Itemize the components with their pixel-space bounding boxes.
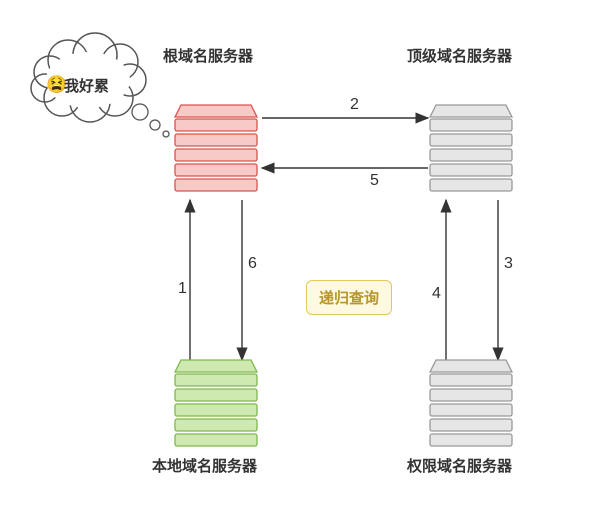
- server-tld: [430, 105, 512, 191]
- server-label-tld: 顶级域名服务器: [407, 45, 512, 66]
- server-auth: [430, 360, 512, 446]
- server-local: [175, 360, 257, 446]
- edge-label-4: 4: [432, 285, 441, 303]
- edge-label-2: 2: [350, 96, 359, 114]
- server-root: [175, 105, 257, 191]
- server-label-root: 根域名服务器: [163, 45, 253, 66]
- server-label-local: 本地域名服务器: [152, 455, 257, 476]
- edge-label-3: 3: [504, 255, 513, 273]
- edge-label-5: 5: [370, 172, 379, 190]
- thought-text: 我好累: [64, 75, 109, 96]
- server-label-auth: 权限域名服务器: [407, 455, 512, 476]
- edge-label-6: 6: [248, 255, 257, 273]
- edge-label-1: 1: [178, 280, 187, 298]
- query-type-badge: 递归查询: [306, 280, 392, 315]
